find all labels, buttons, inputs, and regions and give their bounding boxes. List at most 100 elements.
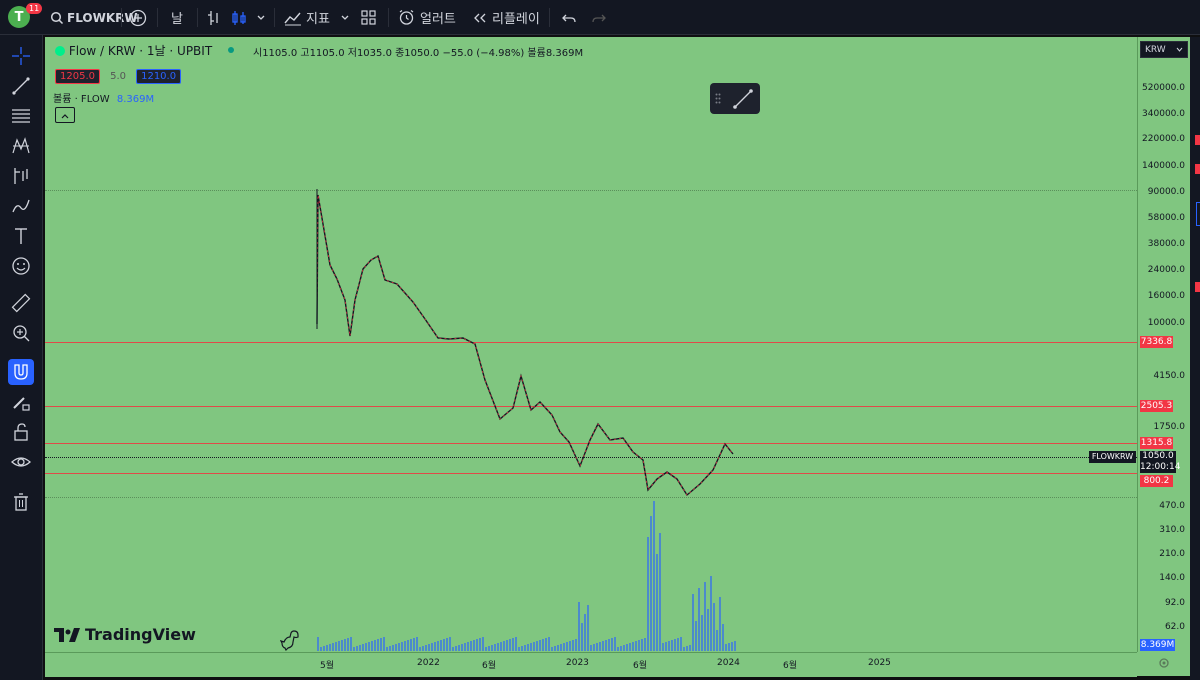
plus-circle-icon (129, 9, 147, 26)
volume-bar (623, 645, 625, 651)
fib-tool[interactable] (8, 103, 34, 129)
volume-bar (533, 642, 535, 651)
chevron-down-icon (257, 15, 265, 20)
price-label: 140000.0 (1142, 161, 1185, 171)
time-label: 2022 (417, 658, 440, 668)
price-label: 520000.0 (1142, 83, 1185, 93)
symbol-label: FLOWKRW (67, 10, 138, 25)
chart-settings-corner[interactable] (1137, 652, 1190, 676)
alarm-clock-icon (399, 10, 414, 25)
flow-logo-icon (55, 46, 65, 56)
volume-bar (575, 639, 577, 651)
volume-bar (614, 637, 616, 651)
replay-button[interactable]: 리플레이 (473, 0, 540, 35)
interval-button[interactable]: 날 (171, 12, 183, 27)
volume-bar (566, 642, 568, 651)
price-label: 62.0 (1164, 622, 1185, 632)
volume-bar (341, 640, 343, 651)
lock-drawing-tool[interactable] (8, 389, 34, 415)
grid-icon (361, 10, 376, 25)
level-line (45, 443, 1137, 444)
indicators-button[interactable]: 지표 (284, 0, 330, 35)
volume-bar (584, 614, 586, 651)
volume-bar (401, 642, 403, 651)
volume-bar (425, 645, 427, 651)
sell-price[interactable]: 1205.0 (55, 69, 100, 84)
horizontal-lines-icon (12, 109, 30, 123)
forecast-tool[interactable] (8, 163, 34, 189)
currency-selector[interactable]: KRW (1140, 41, 1188, 58)
volume-bar (440, 640, 442, 651)
volume-bar (323, 646, 325, 651)
text-tool[interactable] (8, 223, 34, 249)
volume-bar (716, 630, 718, 651)
volume-bar (545, 638, 547, 651)
search-icon (50, 11, 64, 24)
price-axis[interactable]: KRW 520000.0 340000.0 220000.0 140000.0 9000… (1137, 37, 1191, 652)
remove-drawings-tool[interactable] (8, 489, 34, 515)
price-series (316, 189, 736, 651)
compare-add-button[interactable] (129, 0, 147, 35)
volume-bar (608, 639, 610, 651)
price-label: 58000.0 (1147, 213, 1185, 223)
zoom-tool[interactable] (8, 320, 34, 346)
volume-bar (467, 642, 469, 651)
pattern-icon (12, 137, 30, 154)
magnet-tool[interactable] (8, 359, 34, 385)
volume-bar (542, 639, 544, 651)
time-label: 2024 (717, 658, 740, 668)
chart-type-dropdown[interactable] (256, 0, 266, 35)
symbol-search[interactable]: FLOWKRW (50, 0, 138, 35)
lock-all-tool[interactable] (8, 419, 34, 445)
price-label: 4150.0 (1153, 371, 1186, 381)
volume-bar (611, 638, 613, 651)
price-label: 92.0 (1164, 598, 1185, 608)
alerts-button[interactable]: 얼러트 (398, 0, 456, 35)
drag-handle-icon[interactable] (715, 93, 721, 104)
volume-bar (689, 645, 691, 651)
layouts-button[interactable] (361, 0, 376, 35)
price-label: 90000.0 (1147, 187, 1185, 197)
drawing-floating-toolbar (710, 83, 760, 114)
pattern-tool[interactable] (8, 133, 34, 159)
trend-line-tool[interactable] (8, 73, 34, 99)
price-label: 38000.0 (1147, 239, 1185, 249)
ruler-tool[interactable] (8, 290, 34, 316)
volume-bar (416, 637, 418, 651)
volume-bar (350, 637, 352, 651)
bar-style-button[interactable] (207, 0, 221, 35)
time-label: 2023 (566, 658, 589, 668)
redo-button[interactable] (592, 0, 606, 35)
avatar[interactable]: T (8, 6, 30, 28)
price-label: 1750.0 (1153, 422, 1186, 432)
volume-bar (731, 642, 733, 651)
crosshair-tool[interactable] (8, 43, 34, 69)
volume-bar (560, 644, 562, 651)
volume-bar (557, 645, 559, 651)
buy-price[interactable]: 1210.0 (136, 69, 182, 84)
volume-bar (698, 588, 700, 651)
hide-drawings-tool[interactable] (8, 449, 34, 475)
volume-bar (632, 642, 634, 651)
candles-button[interactable] (231, 0, 247, 35)
collapse-legend-button[interactable] (55, 107, 75, 123)
undo-button[interactable] (562, 0, 576, 35)
emoji-tool[interactable] (8, 253, 34, 279)
chart-pane[interactable]: Flow / KRW · 1날 · UPBIT 시1105.0 고1105.0 … (45, 37, 1137, 652)
volume-bar (389, 646, 391, 651)
volume-bar (734, 641, 736, 651)
brush-icon (12, 199, 30, 213)
volume-bar (365, 643, 367, 651)
smiley-icon (12, 257, 30, 275)
pencil-lock-icon (13, 397, 30, 411)
time-axis[interactable]: 5월 2022 6월 2023 6월 2024 6월 2025 (45, 652, 1137, 677)
trend-line-icon[interactable] (732, 88, 754, 110)
volume-bar (506, 640, 508, 651)
crosshair-icon (12, 47, 30, 65)
indicators-dropdown[interactable] (340, 0, 350, 35)
brush-tool[interactable] (8, 193, 34, 219)
volume-bar (641, 639, 643, 651)
volume-bar (398, 643, 400, 651)
volume-bar (371, 641, 373, 651)
indicators-icon (284, 12, 301, 25)
